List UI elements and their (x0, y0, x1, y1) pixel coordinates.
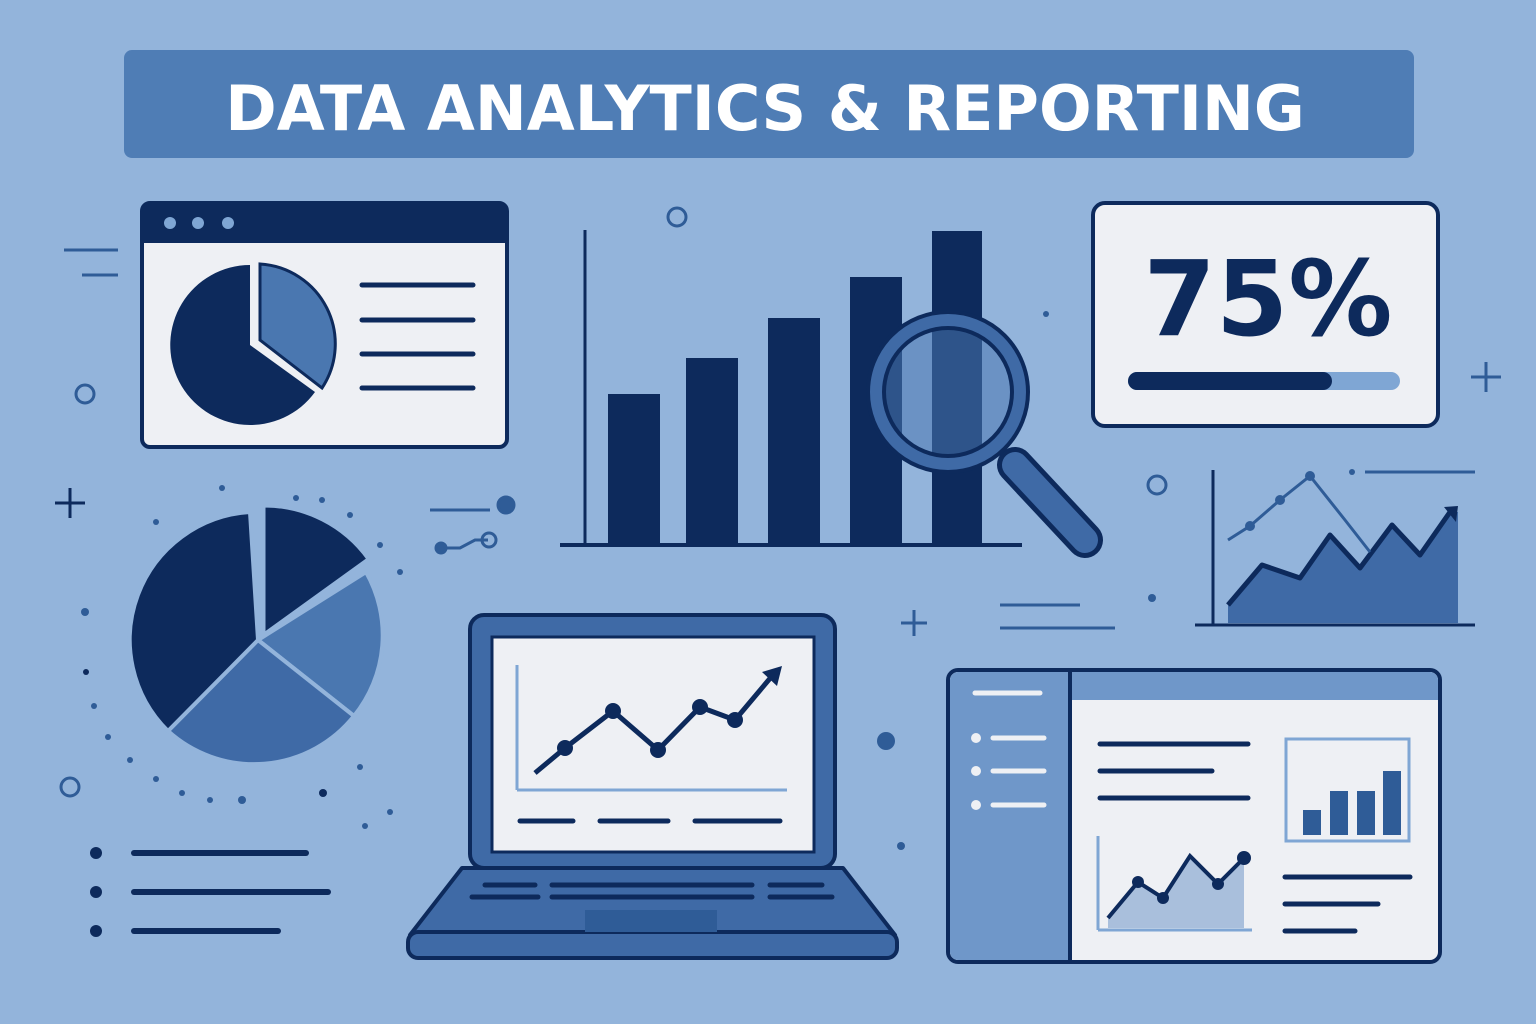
pie-chart (81, 485, 403, 829)
magnifier-icon (866, 310, 1103, 558)
window-dot-icon (192, 217, 204, 229)
bar (768, 318, 820, 545)
kpi-value: 75% (1144, 238, 1393, 360)
pie-slice-minor (258, 262, 337, 391)
pie-slice-major (170, 265, 315, 425)
pie-chart-window (140, 201, 509, 449)
window-title-bar (142, 203, 507, 243)
bar (686, 358, 738, 545)
title-banner: DATA ANALYTICS & REPORTING (124, 50, 1414, 158)
arrow-head-icon (1444, 506, 1458, 522)
decorations (55, 206, 1501, 850)
dotted-ring (81, 485, 403, 829)
progress-fill (1128, 372, 1332, 390)
window-dot-icon (164, 217, 176, 229)
text-lines (359, 282, 476, 391)
dashboard-sidebar (950, 672, 1070, 960)
laptop-icon (406, 613, 899, 960)
area-chart (1195, 470, 1475, 627)
bar (608, 394, 660, 545)
arrow-head-icon (762, 666, 782, 686)
bullet-list-icon (90, 847, 331, 937)
dashboard-icon (946, 668, 1442, 964)
kpi-card: 75% (1091, 201, 1440, 428)
page-title: DATA ANALYTICS & REPORTING (225, 72, 1305, 145)
window-dot-icon (222, 217, 234, 229)
